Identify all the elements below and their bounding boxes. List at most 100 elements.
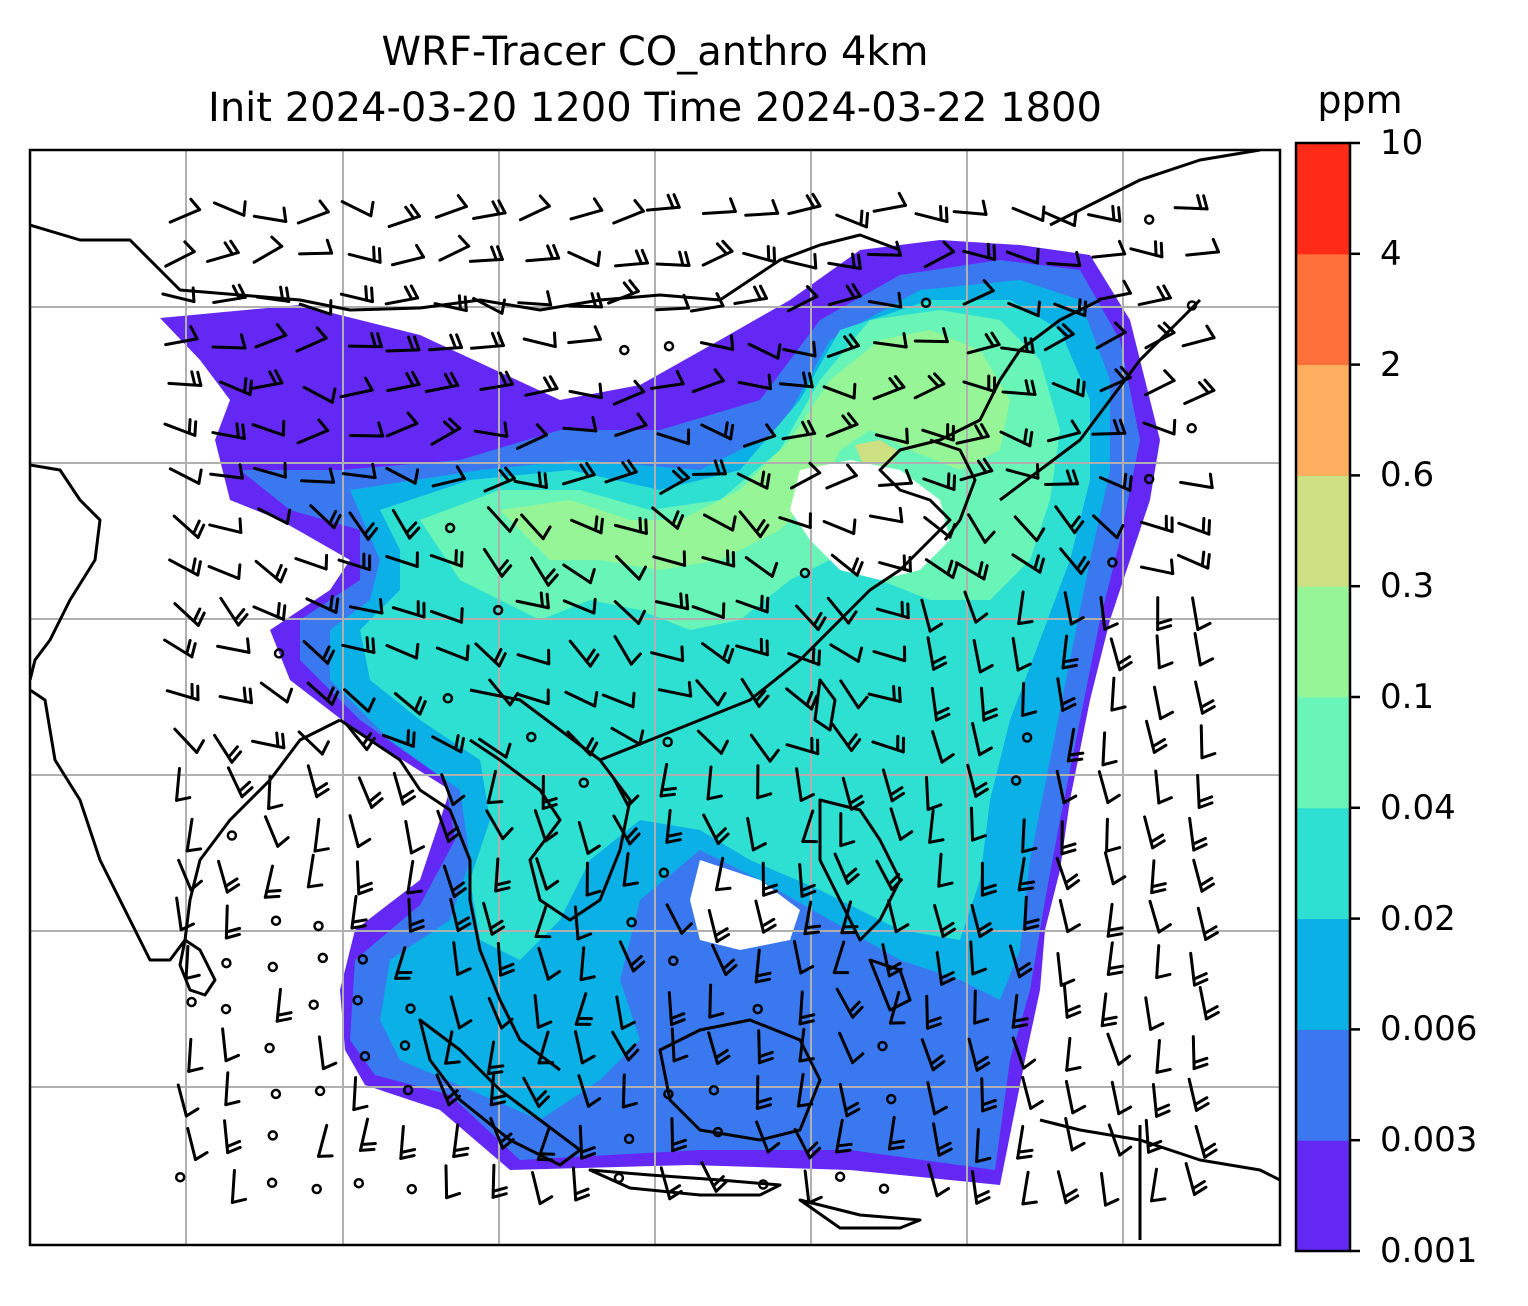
wind-barb-335: [1196, 774, 1214, 809]
wind-barb-375: [833, 852, 860, 885]
wind-barb-1: [212, 200, 247, 217]
wind-barb-124: [349, 421, 385, 438]
wind-barb-503: [1187, 1077, 1210, 1112]
wind-barb-343: [485, 809, 514, 841]
wind-barb-calm-83: [663, 340, 675, 352]
wind-barb-110: [778, 371, 814, 389]
wind-barb-16: [872, 191, 908, 213]
wind-barb-200: [530, 556, 559, 587]
wind-barb-431: [1189, 951, 1209, 987]
wind-barb-127: [473, 421, 509, 438]
wind-barb-140: [1046, 419, 1081, 443]
wind-barb-481: [224, 1071, 241, 1107]
wind-barb-111: [822, 382, 857, 400]
wind-barb-calm-433: [220, 1003, 232, 1015]
wind-barb-252: [700, 642, 735, 664]
wind-barb-362: [263, 864, 282, 899]
wind-barb-203: [652, 550, 687, 567]
wind-barb-66: [962, 279, 995, 306]
wind-barb-calm-337: [226, 830, 238, 841]
wind-barb-398: [803, 900, 822, 936]
wind-barb-285: [1110, 676, 1127, 712]
wind-barb-264: [165, 682, 200, 702]
wind-barb-311: [1199, 724, 1217, 760]
wind-barb-141: [1091, 418, 1127, 436]
wind-barb-53: [384, 284, 420, 306]
wind-barb-128: [515, 423, 549, 450]
wind-barb-101: [386, 370, 421, 393]
wind-barb-513: [578, 1124, 597, 1160]
wind-barb-227: [654, 592, 690, 611]
wind-barb-121: [211, 422, 246, 440]
wind-barb-calm-410: [267, 961, 279, 973]
wind-barb-429: [1106, 941, 1124, 976]
wind-barb-305: [931, 730, 955, 764]
wind-barb-259: [1011, 636, 1032, 672]
wind-barb-calm-270: [442, 693, 454, 704]
wind-barb-304: [871, 734, 906, 754]
wind-barb-60: [689, 292, 725, 313]
wind-barb-389: [407, 897, 425, 933]
wind-barb-441: [574, 992, 594, 1026]
wind-barb-222: [429, 607, 464, 624]
wind-barb-168: [172, 514, 206, 539]
field-level-0-1: [500, 330, 1010, 570]
wind-barb-280: [867, 685, 902, 704]
wind-barb-165: [1098, 472, 1133, 492]
wind-barb-68: [1053, 298, 1088, 318]
wind-barb-284: [1056, 677, 1077, 712]
wind-barb-52: [339, 285, 374, 304]
wind-barb-474: [967, 1037, 991, 1072]
coast-sri-lanka: [178, 938, 217, 997]
wind-barb-25: [206, 239, 240, 263]
wind-barb-469: [757, 1029, 774, 1065]
wind-barb-395: [665, 903, 693, 935]
wind-barb-calm-528: [174, 1171, 186, 1183]
wind-barb-439: [487, 996, 514, 1030]
wind-barb-240: [163, 638, 197, 659]
wind-barb-84: [699, 334, 735, 351]
wind-barb-86: [782, 340, 817, 358]
wind-barb-155: [659, 466, 691, 495]
colorbar-segment-6: [1296, 475, 1350, 587]
wind-barb-156: [692, 459, 727, 476]
wind-barb-509: [399, 1125, 417, 1160]
wind-barb-470: [798, 1027, 815, 1063]
wind-barb-calm-506: [267, 1130, 279, 1141]
wind-barb-44: [1046, 250, 1082, 268]
wind-barb-160: [877, 468, 913, 487]
wind-barb-183: [822, 518, 857, 536]
wind-barb-426: [969, 940, 988, 976]
coast-china-east: [599, 298, 1101, 762]
wind-barb-219: [305, 594, 340, 614]
wind-barb-51: [298, 299, 333, 316]
wind-barb-24: [164, 240, 196, 268]
colorbar-unit: ppm: [1317, 78, 1403, 122]
wind-barb-476: [1065, 1036, 1082, 1072]
wind-barb-551: [1184, 1162, 1208, 1196]
wind-barb-287: [1194, 680, 1216, 715]
wind-barb-167: [1179, 472, 1214, 490]
wind-barb-457: [221, 1027, 241, 1063]
wind-barb-488: [522, 1076, 550, 1108]
wind-barb-107: [649, 369, 685, 390]
wind-barb-480: [176, 1083, 200, 1118]
wind-barb-235: [1017, 590, 1034, 626]
wind-barb-339: [313, 817, 330, 853]
wind-barb-383: [1192, 858, 1215, 893]
wind-barb-21: [1087, 204, 1122, 223]
wind-barb-95: [1181, 324, 1216, 348]
wind-barb-146: [253, 462, 287, 479]
wind-barb-196: [337, 552, 372, 572]
wind-barb-204: [701, 549, 736, 568]
wind-barb-249: [568, 639, 600, 668]
wind-barb-40: [866, 240, 902, 257]
wind-barb-163: [1005, 463, 1040, 480]
colorbar-segment-7: [1296, 364, 1350, 476]
wind-barb-452: [1062, 983, 1082, 1019]
wind-barb-169: [208, 517, 243, 534]
wind-barb-255: [829, 643, 864, 663]
wind-barb-calm-544: [878, 1183, 890, 1194]
wind-barb-182: [778, 512, 812, 529]
